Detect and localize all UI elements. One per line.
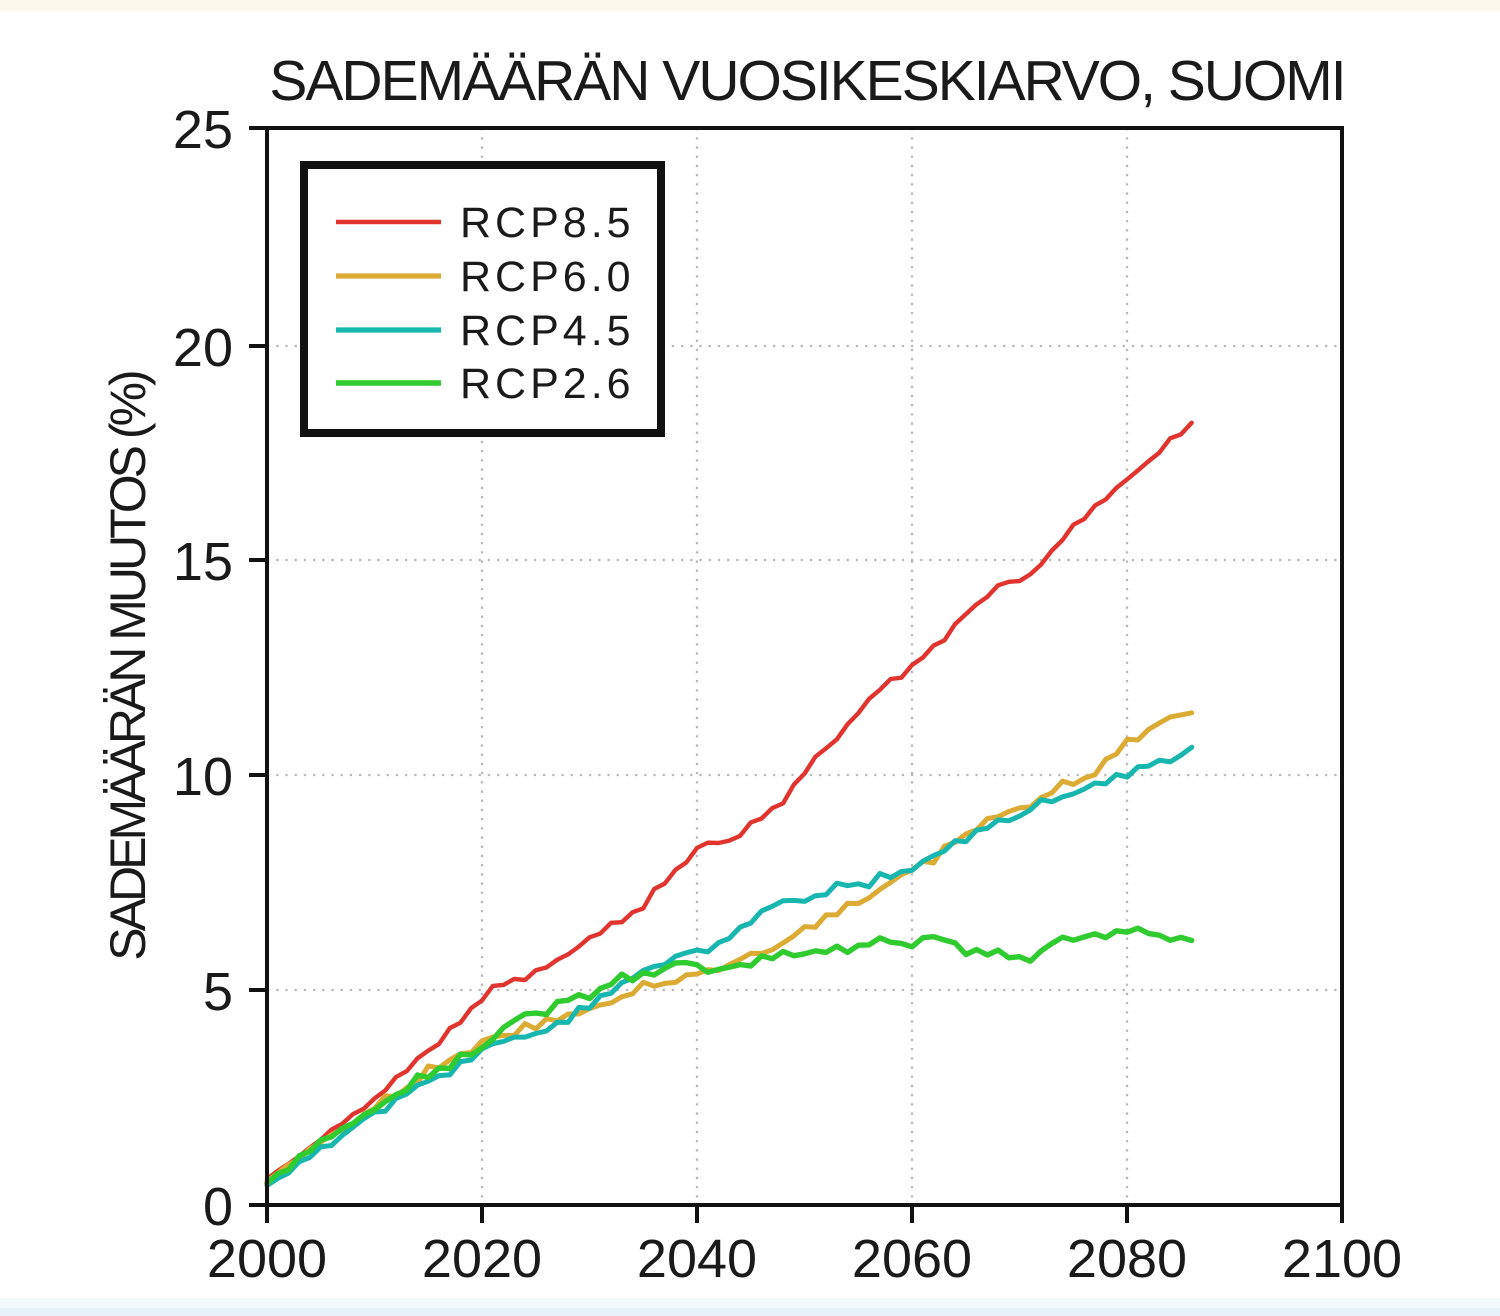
svg-text:2080: 2080 (1067, 1229, 1187, 1289)
svg-text:RCP4.5: RCP4.5 (460, 307, 635, 355)
svg-text:5: 5 (203, 962, 233, 1022)
svg-text:15: 15 (173, 532, 233, 592)
svg-text:0: 0 (203, 1177, 233, 1237)
svg-text:2000: 2000 (207, 1229, 327, 1289)
svg-text:SADEMÄÄRÄN MUUTOS (%): SADEMÄÄRÄN MUUTOS (%) (100, 372, 156, 961)
svg-text:2060: 2060 (852, 1229, 972, 1289)
svg-text:SADEMÄÄRÄN VUOSIKESKIARVO, SUO: SADEMÄÄRÄN VUOSIKESKIARVO, SUOMI (269, 49, 1344, 113)
svg-text:2020: 2020 (422, 1229, 542, 1289)
svg-text:RCP2.6: RCP2.6 (460, 360, 635, 408)
svg-text:RCP6.0: RCP6.0 (460, 253, 635, 301)
svg-text:10: 10 (173, 747, 233, 807)
svg-text:2040: 2040 (637, 1229, 757, 1289)
svg-text:2100: 2100 (1282, 1229, 1402, 1289)
svg-text:25: 25 (173, 100, 233, 160)
svg-text:20: 20 (173, 318, 233, 378)
svg-text:RCP8.5: RCP8.5 (460, 199, 635, 247)
